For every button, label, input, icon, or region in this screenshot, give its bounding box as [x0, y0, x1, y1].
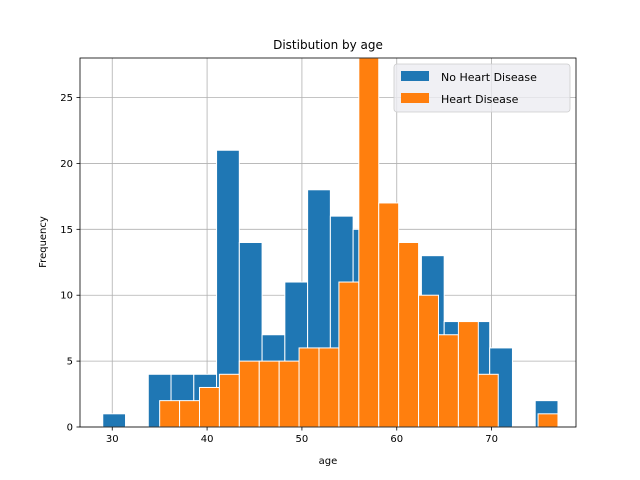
bar-heart-disease	[318, 347, 340, 428]
bar-heart-disease	[298, 347, 320, 428]
y-tick-label: 10	[60, 291, 73, 302]
bar-heart-disease	[378, 202, 400, 428]
y-tick-label: 5	[67, 357, 73, 368]
bar-heart-disease	[278, 360, 300, 428]
legend-box	[393, 63, 571, 113]
chart-title: Distibution by age	[273, 38, 383, 52]
bar-heart-disease	[477, 373, 499, 428]
x-axis-label: age	[319, 456, 338, 467]
bar-heart-disease	[398, 242, 420, 428]
bar-heart-disease	[338, 281, 360, 428]
x-tick-label: 30	[106, 434, 119, 445]
y-tick-label: 0	[67, 423, 73, 434]
legend-label-heart-disease: Heart Disease	[441, 93, 519, 106]
x-tick-label: 70	[485, 434, 498, 445]
x-tick-label: 40	[201, 434, 214, 445]
bar-heart-disease	[198, 386, 220, 428]
bar-heart-disease	[159, 400, 181, 428]
bar-heart-disease	[179, 400, 200, 428]
y-tick-label: 15	[60, 225, 73, 236]
x-axis-ticks: 30 40 50 60 70	[106, 427, 498, 445]
bar-heart-disease	[457, 321, 479, 428]
bar-heart-disease	[258, 360, 280, 428]
bar-heart-disease	[437, 334, 459, 428]
y-tick-label: 20	[60, 159, 73, 170]
bar-no-heart-disease	[102, 413, 127, 428]
y-axis-ticks: 0 5 10 15 20 25	[60, 93, 80, 434]
legend: No Heart Disease Heart Disease	[393, 63, 571, 113]
plot-frame	[79, 57, 577, 428]
x-tick-label: 50	[296, 434, 309, 445]
legend-swatch-heart-disease	[401, 93, 429, 103]
y-tick-label: 25	[60, 93, 73, 104]
legend-swatch-no-heart-disease	[401, 71, 429, 81]
bar-heart-disease	[238, 360, 260, 428]
bar-heart-disease	[418, 294, 439, 428]
y-axis-label: Frequency	[38, 216, 49, 268]
x-tick-label: 60	[390, 434, 403, 445]
bar-heart-disease	[358, 57, 380, 428]
bar-heart-disease	[537, 413, 559, 428]
legend-label-no-heart-disease: No Heart Disease	[441, 71, 537, 84]
bar-heart-disease	[218, 373, 240, 428]
series-heart-disease-bars	[159, 57, 559, 428]
